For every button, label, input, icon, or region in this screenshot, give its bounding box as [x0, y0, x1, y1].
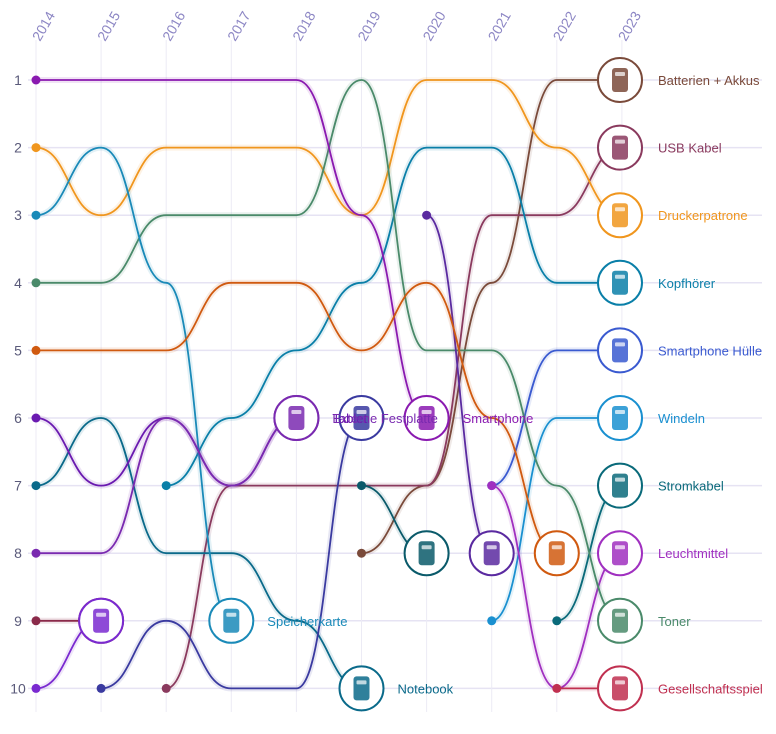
series-start-dots [31, 75, 562, 693]
series-line-adapter [425, 214, 493, 555]
memory-card-icon [208, 597, 255, 644]
series-line-kopfhoerer [165, 146, 623, 487]
series-start-dot-speicherkarte [31, 210, 41, 220]
series-line-usb-kabel [165, 146, 623, 690]
year-tick-label: 2014 [29, 8, 59, 43]
series-start-dot-kopfhoerer [161, 481, 171, 491]
external-drive-icon [273, 395, 320, 441]
series-start-dot-windeln [487, 616, 497, 626]
series-label-kopfhoerer: Kopfhörer [658, 276, 716, 291]
series-label-externe-festplatte: Externe Festplatte [332, 411, 438, 426]
series-start-dot-usb-kabel [161, 683, 171, 693]
year-tick-label: 2017 [224, 8, 254, 43]
rank-tick-label: 3 [14, 207, 22, 223]
series-line-verlaengerungskabel [35, 281, 558, 555]
adapter-icon [468, 530, 515, 577]
series-lines [33, 76, 625, 692]
series-start-dot-toner [31, 278, 41, 288]
y-axis-ranks: 1 2 3 4 5 6 7 8 9 10 [10, 72, 26, 696]
monitor-icon [403, 530, 450, 577]
rank-tick-label: 9 [14, 613, 22, 629]
rank-tick-label: 6 [14, 410, 22, 426]
series-label-usb-kabel: USB Kabel [658, 141, 722, 156]
series-label-druckerpatrone: Druckerpatrone [658, 208, 748, 223]
series-start-dot-festplatte [31, 616, 41, 626]
series-line-windeln [490, 417, 623, 622]
series-start-dot-grafikkarte [31, 683, 41, 693]
year-tick-label: 2018 [289, 8, 319, 43]
graphics-card-icon [78, 597, 125, 644]
series-label-stromkabel: Stromkabel [658, 479, 724, 494]
series-line-smartphone-huelle [490, 349, 623, 487]
series-line-externe-festplatte [35, 417, 298, 555]
series-start-dot-batterien-akkus [357, 548, 366, 558]
year-tick-label: 2015 [94, 8, 124, 43]
year-tick-label: 2016 [159, 8, 189, 43]
series-label-batterien-akkus: Batterien + Akkus [658, 73, 760, 88]
series-start-dot-smartphone [31, 75, 41, 85]
series-start-dot-stromkabel [552, 616, 562, 626]
year-tick-label: 2022 [550, 8, 580, 43]
light-bulb-icon [597, 530, 643, 577]
diaper-icon [597, 395, 643, 441]
rank-tick-label: 5 [14, 342, 22, 358]
rank-tick-label: 10 [10, 680, 26, 696]
series-labels: Batterien + Akkus USB Kabel Druckerpatrone… [267, 73, 763, 696]
usb-cable-icon [597, 124, 643, 171]
series-start-dot-maus [96, 683, 106, 693]
rank-tick-label: 1 [14, 72, 22, 88]
series-label-toner: Toner [658, 614, 691, 629]
series-line-druckerpatrone [35, 79, 623, 217]
series-icons [78, 57, 643, 712]
year-tick-label: 2020 [419, 8, 449, 43]
series-line-notebook [35, 417, 363, 690]
notebook-icon [338, 665, 385, 712]
rank-tick-label: 7 [14, 478, 22, 494]
mouse-icon [338, 395, 385, 441]
series-line-maus [100, 417, 363, 690]
series-label-notebook: Notebook [398, 681, 454, 696]
series-line-batterien-akkus [360, 79, 623, 555]
series-label-smartphone-huelle: Smartphone Hülle [658, 343, 762, 358]
series-start-dot-monitor [357, 481, 366, 491]
series-start-dot-gesellschaftsspiel [552, 683, 562, 693]
battery-icon [597, 57, 643, 103]
series-label-tablet: Tablet [332, 411, 367, 426]
series-start-dot-notebook [31, 481, 41, 491]
series-label-speicherkarte: Speicherkarte [267, 614, 347, 629]
series-line-speicherkarte [35, 146, 233, 622]
year-tick-label: 2023 [615, 8, 645, 43]
series-label-leuchtmittel: Leuchtmittel [658, 546, 728, 561]
extension-cable-icon [533, 530, 580, 577]
x-axis-years: 2014 2015 2016 2017 2018 2019 2020 2021 2022 2023 [29, 8, 644, 43]
board-game-icon [597, 665, 643, 712]
series-start-dot-externe-festplatte [31, 548, 41, 558]
series-line-smartphone [35, 79, 428, 419]
phone-case-icon [597, 327, 643, 374]
series-label-smartphone: Smartphone [463, 411, 534, 426]
year-tick-label: 2019 [354, 8, 384, 43]
toner-icon [597, 597, 643, 644]
year-tick-label: 2021 [484, 8, 514, 43]
rank-tick-label: 4 [14, 275, 22, 291]
series-label-windeln: Windeln [658, 411, 705, 426]
ink-cartridge-icon [597, 192, 643, 239]
series-start-dot-verlaengerungskabel [31, 345, 41, 355]
power-cable-icon [597, 462, 643, 509]
rank-tick-label: 2 [14, 140, 22, 156]
series-start-dot-leuchtmittel [487, 481, 497, 491]
headphones-icon [597, 259, 643, 306]
smartphone-icon [403, 395, 450, 441]
series-label-gesellschaftsspiel: Gesellschaftsspiel [658, 681, 763, 696]
series-start-dot-tablet [31, 413, 41, 423]
series-start-dot-adapter [422, 210, 432, 220]
series-start-dot-druckerpatrone [31, 143, 41, 153]
series-line-toner [35, 79, 623, 622]
rank-tick-label: 8 [14, 545, 22, 561]
